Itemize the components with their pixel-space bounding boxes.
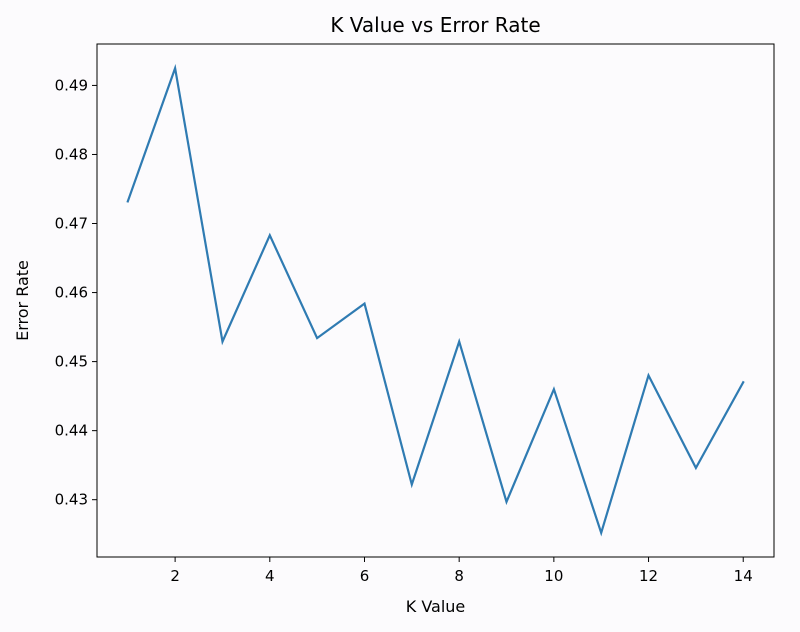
x-tick-label: 2 [170, 567, 180, 585]
x-tick-label: 12 [639, 567, 658, 585]
y-tick-label: 0.47 [55, 215, 88, 233]
x-tick-label: 8 [454, 567, 464, 585]
series-line [126, 63, 745, 537]
y-tick-label: 0.49 [55, 76, 88, 94]
x-tick-label: 14 [734, 567, 753, 585]
y-tick-label: 0.46 [55, 284, 88, 302]
y-axis: 0.43 0.44 0.45 0.46 0.47 0.48 0.49 [55, 76, 97, 509]
y-axis-label: Error Rate [13, 260, 32, 341]
x-tick-label: 10 [544, 567, 563, 585]
plot-area [96, 43, 775, 558]
x-tick-label: 6 [360, 567, 370, 585]
y-tick-label: 0.43 [55, 491, 88, 509]
chart-title: K Value vs Error Rate [330, 13, 540, 37]
y-tick-label: 0.44 [55, 422, 88, 440]
series-layer [126, 63, 745, 537]
x-tick-label: 4 [265, 567, 275, 585]
x-axis-label: K Value [406, 597, 466, 616]
y-tick-label: 0.48 [55, 145, 88, 163]
x-axis: 2 4 6 8 10 12 14 [170, 557, 753, 585]
y-tick-label: 0.45 [55, 353, 88, 371]
